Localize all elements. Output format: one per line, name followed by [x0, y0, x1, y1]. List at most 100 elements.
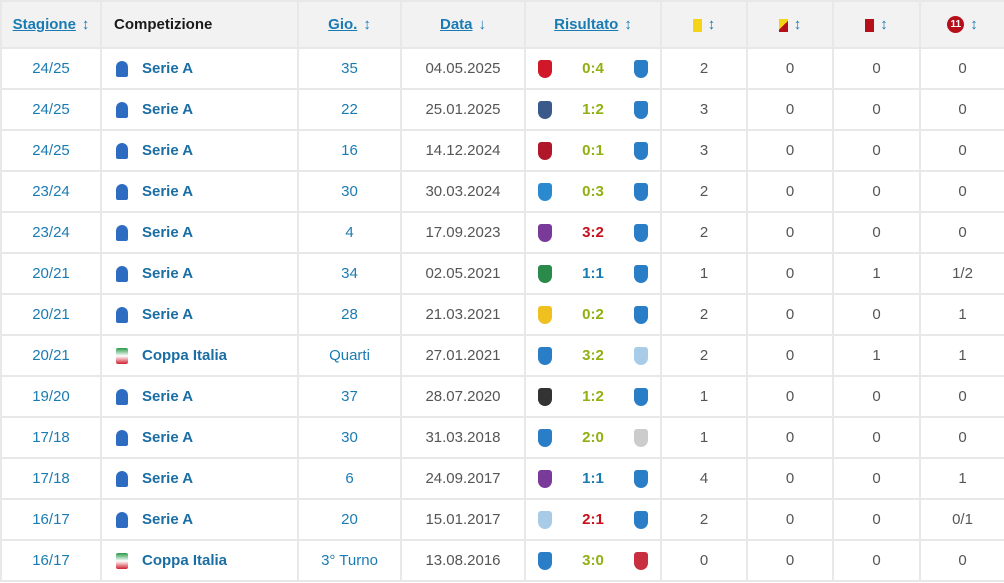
score-link[interactable]: 1:2 — [582, 101, 604, 118]
competition-link[interactable]: Serie A — [142, 264, 194, 282]
sort-arrows-icon[interactable]: ↕ — [81, 16, 90, 33]
result-cell[interactable]: 3:2 — [524, 334, 662, 377]
atalanta-crest-icon[interactable] — [634, 387, 648, 406]
result-cell[interactable]: 1:1 — [524, 457, 662, 500]
sassuolo-crest-icon[interactable] — [538, 264, 552, 283]
season-cell[interactable]: 20/21 — [0, 293, 102, 336]
napoli-crest-icon[interactable] — [538, 182, 552, 201]
sort-arrows-icon[interactable]: ↕ — [624, 16, 632, 33]
competition-cell[interactable]: Serie A — [100, 416, 299, 459]
season-cell[interactable]: 16/17 — [0, 498, 102, 541]
matchday-cell[interactable]: 30 — [297, 416, 402, 459]
header-yellow-cards[interactable]: ↕ — [660, 0, 748, 49]
como-crest-icon[interactable] — [538, 100, 552, 119]
competition-cell[interactable]: Serie A — [100, 293, 299, 336]
competition-cell[interactable]: Serie A — [100, 47, 299, 90]
competition-cell[interactable]: Serie A — [100, 211, 299, 254]
atalanta-crest-icon[interactable] — [538, 346, 552, 365]
score-link[interactable]: 2:0 — [582, 429, 604, 446]
result-cell[interactable]: 3:2 — [524, 211, 662, 254]
result-cell[interactable]: 3:0 — [524, 539, 662, 582]
matchday-cell[interactable]: 16 — [297, 129, 402, 172]
atalanta-crest-icon[interactable] — [634, 141, 648, 160]
competition-link[interactable]: Serie A — [142, 305, 194, 323]
sort-gio-link[interactable]: Gio. — [328, 16, 358, 33]
atalanta-crest-icon[interactable] — [634, 100, 648, 119]
competition-cell[interactable]: Serie A — [100, 457, 299, 500]
parma-crest-icon[interactable] — [538, 387, 552, 406]
matchday-cell[interactable]: 6 — [297, 457, 402, 500]
season-cell[interactable]: 24/25 — [0, 129, 102, 172]
season-cell[interactable]: 19/20 — [0, 375, 102, 418]
season-cell[interactable]: 24/25 — [0, 88, 102, 131]
score-link[interactable]: 2:1 — [582, 511, 604, 528]
matchday-cell[interactable]: 3° Turno — [297, 539, 402, 582]
season-cell[interactable]: 20/21 — [0, 252, 102, 295]
competition-cell[interactable]: Serie A — [100, 170, 299, 213]
sort-arrows-icon[interactable]: ↕ — [707, 16, 716, 33]
sort-stagione-link[interactable]: Stagione — [12, 16, 76, 33]
competition-link[interactable]: Serie A — [142, 469, 194, 487]
competition-cell[interactable]: Serie A — [100, 88, 299, 131]
atalanta-crest-icon[interactable] — [634, 510, 648, 529]
competition-cell[interactable]: Coppa Italia — [100, 334, 299, 377]
score-link[interactable]: 1:2 — [582, 388, 604, 405]
result-cell[interactable]: 1:2 — [524, 375, 662, 418]
matchday-cell[interactable]: 34 — [297, 252, 402, 295]
header-data[interactable]: Data ↓ — [400, 0, 526, 49]
header-gio[interactable]: Gio. ↕ — [297, 0, 402, 49]
season-cell[interactable]: 16/17 — [0, 539, 102, 582]
competition-link[interactable]: Coppa Italia — [142, 346, 228, 364]
header-risultato[interactable]: Risultato ↕ — [524, 0, 662, 49]
atalanta-crest-icon[interactable] — [634, 264, 648, 283]
competition-link[interactable]: Coppa Italia — [142, 551, 228, 569]
header-stagione[interactable]: Stagione ↕ — [0, 0, 102, 49]
competition-link[interactable]: Serie A — [142, 141, 194, 159]
competition-cell[interactable]: Serie A — [100, 129, 299, 172]
header-red-cards[interactable]: ↕ — [832, 0, 921, 49]
result-cell[interactable]: 0:4 — [524, 47, 662, 90]
result-cell[interactable]: 1:2 — [524, 88, 662, 131]
matchday-cell[interactable]: 28 — [297, 293, 402, 336]
atalanta-crest-icon[interactable] — [634, 469, 648, 488]
monza-crest-icon[interactable] — [538, 59, 552, 78]
lazio-crest-icon[interactable] — [538, 510, 552, 529]
competition-link[interactable]: Serie A — [142, 100, 194, 118]
season-cell[interactable]: 23/24 — [0, 211, 102, 254]
atalanta-crest-icon[interactable] — [538, 428, 552, 447]
score-link[interactable]: 3:0 — [582, 552, 604, 569]
atalanta-crest-icon[interactable] — [634, 59, 648, 78]
atalanta-crest-icon[interactable] — [634, 182, 648, 201]
score-link[interactable]: 3:2 — [582, 347, 604, 364]
competition-cell[interactable]: Coppa Italia — [100, 539, 299, 582]
atalanta-crest-icon[interactable] — [634, 305, 648, 324]
season-cell[interactable]: 24/25 — [0, 47, 102, 90]
competition-link[interactable]: Serie A — [142, 223, 194, 241]
season-cell[interactable]: 17/18 — [0, 457, 102, 500]
verona-crest-icon[interactable] — [538, 305, 552, 324]
matchday-cell[interactable]: Quarti — [297, 334, 402, 377]
matchday-cell[interactable]: 30 — [297, 170, 402, 213]
competition-link[interactable]: Serie A — [142, 510, 194, 528]
sort-risultato-link[interactable]: Risultato — [554, 16, 619, 33]
matchday-cell[interactable]: 37 — [297, 375, 402, 418]
matchday-cell[interactable]: 20 — [297, 498, 402, 541]
matchday-cell[interactable]: 35 — [297, 47, 402, 90]
sort-arrows-icon[interactable]: ↕ — [970, 15, 978, 33]
score-link[interactable]: 1:1 — [582, 265, 604, 282]
fiorentina-crest-icon[interactable] — [538, 223, 552, 242]
competition-cell[interactable]: Serie A — [100, 252, 299, 295]
sort-data-link[interactable]: Data — [439, 16, 473, 33]
result-cell[interactable]: 0:1 — [524, 129, 662, 172]
sort-arrows-icon[interactable]: ↕ — [880, 16, 888, 33]
result-cell[interactable]: 0:3 — [524, 170, 662, 213]
competition-link[interactable]: Serie A — [142, 387, 194, 405]
atalanta-crest-icon[interactable] — [538, 551, 552, 570]
competition-cell[interactable]: Serie A — [100, 375, 299, 418]
season-cell[interactable]: 17/18 — [0, 416, 102, 459]
matchday-cell[interactable]: 4 — [297, 211, 402, 254]
result-cell[interactable]: 2:1 — [524, 498, 662, 541]
atalanta-crest-icon[interactable] — [634, 223, 648, 242]
sort-arrows-icon[interactable]: ↕ — [793, 16, 802, 33]
score-link[interactable]: 0:2 — [582, 306, 604, 323]
